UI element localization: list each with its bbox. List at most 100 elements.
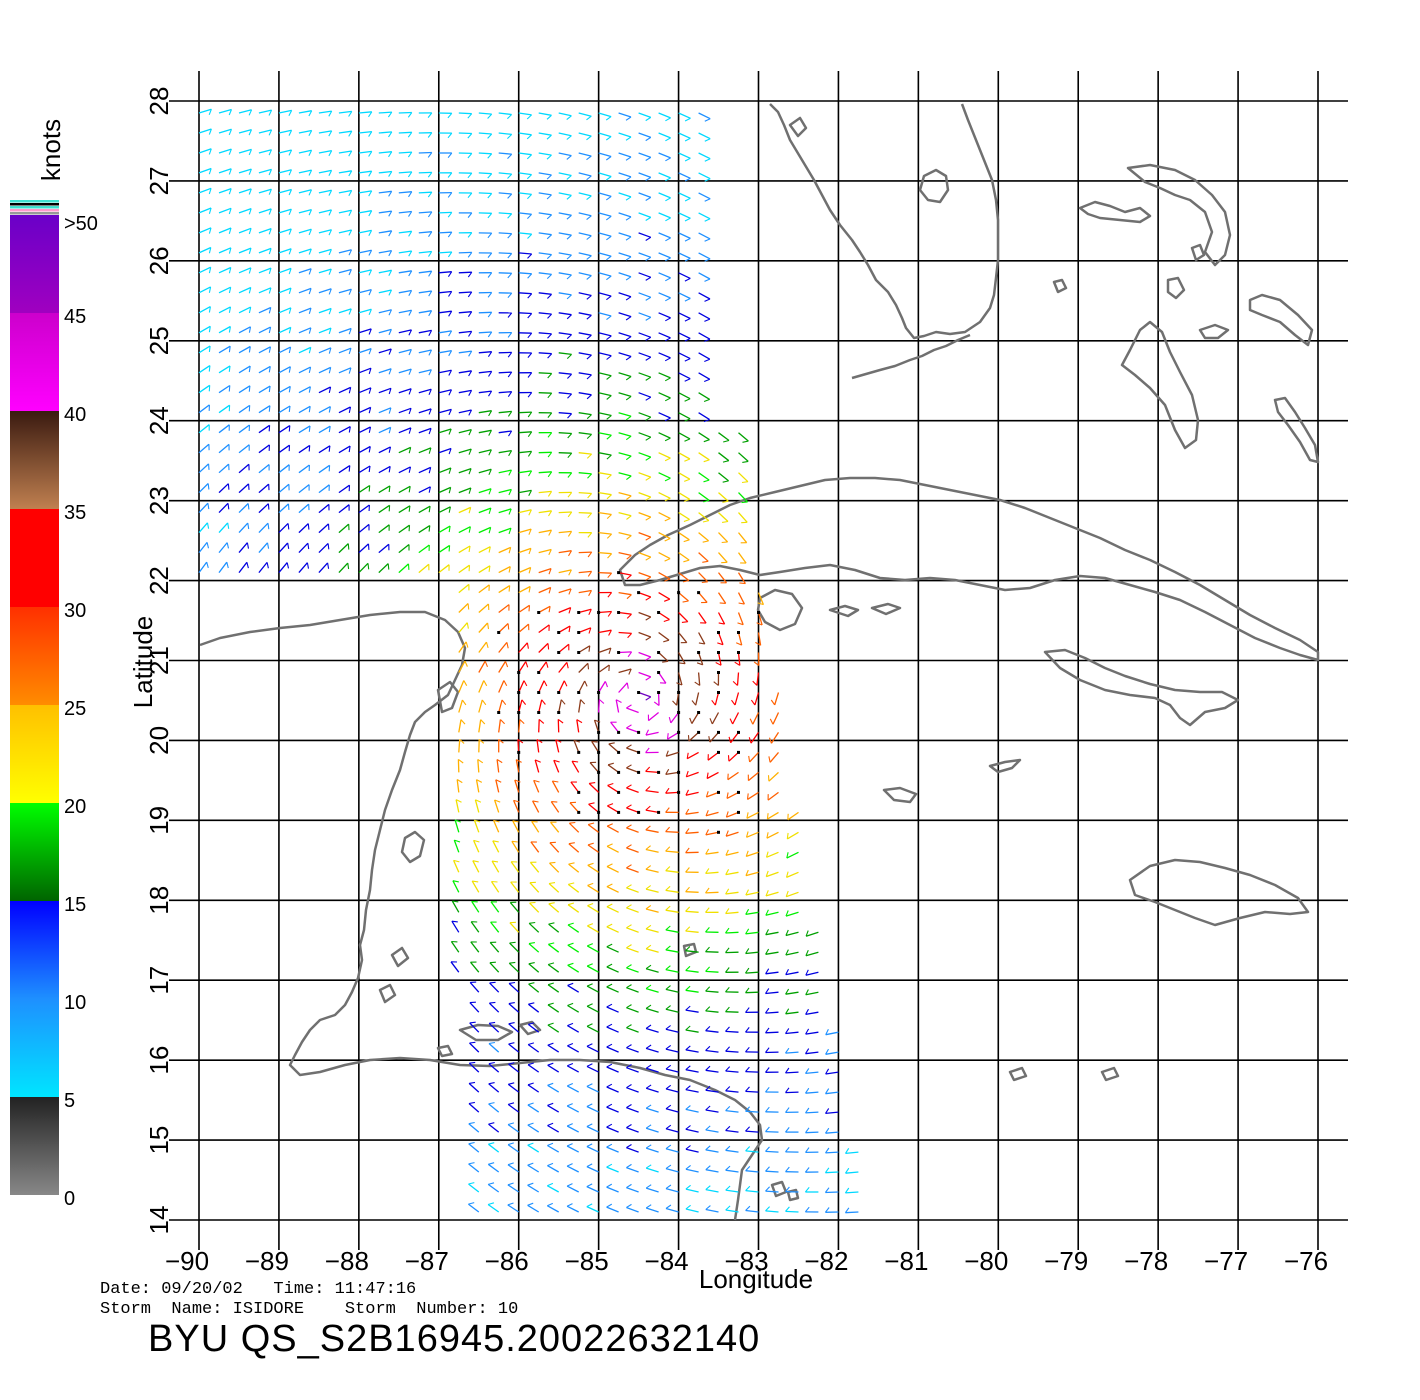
wind-barb-tick — [684, 458, 691, 462]
wind-barb-tick — [483, 680, 488, 687]
wind-barb-tick — [566, 194, 572, 200]
wind-barb-tick — [705, 1165, 711, 1171]
lon-tick-label: −87 — [405, 1246, 449, 1276]
wind-vector — [358, 170, 372, 174]
wind-vector — [338, 562, 349, 574]
wind-barb-tick — [691, 700, 697, 706]
wind-vector — [670, 712, 680, 724]
wind-vector — [745, 851, 759, 858]
wind-barb-tick — [368, 131, 373, 137]
wind-vector — [198, 246, 212, 254]
wind-barb-tick — [605, 156, 612, 161]
wind-vector — [538, 272, 552, 276]
wind-barb-tick — [547, 392, 553, 399]
wind-barb-tick — [509, 941, 516, 944]
wind-barb-tick — [625, 336, 632, 341]
wind-vector — [451, 900, 460, 913]
wind-vector — [658, 252, 671, 259]
wind-vector — [438, 369, 452, 374]
wind-barb-tick — [750, 699, 756, 706]
wind-vector — [218, 561, 228, 573]
wind-vector — [772, 712, 780, 725]
wind-barb-tick — [308, 248, 312, 255]
wind-barb-tick — [567, 393, 572, 399]
wind-barb-tick — [625, 116, 632, 121]
wind-vector — [558, 661, 568, 673]
wind-barb-tick — [665, 1144, 672, 1150]
wind-barb-tick — [785, 988, 790, 995]
wind-barb-tick — [548, 606, 551, 613]
wind-vector — [568, 843, 580, 853]
wind-vector — [538, 605, 551, 614]
wind-barb-tick — [501, 699, 507, 706]
wind-barb-tick — [645, 805, 651, 811]
wind-vector — [538, 586, 551, 594]
rain-flag — [557, 711, 561, 714]
wind-barb-tick — [368, 387, 372, 394]
wind-vector — [318, 406, 331, 414]
wind-barb-tick — [705, 1105, 711, 1111]
wind-barb-tick — [288, 228, 292, 235]
wind-barb-tick — [447, 132, 453, 139]
wind-barb-tick — [492, 860, 499, 863]
wind-barb-tick — [487, 252, 493, 258]
wind-barb-tick — [546, 134, 552, 140]
wind-barb-tick — [246, 542, 250, 549]
wind-barb-tick — [248, 208, 252, 215]
wind-vector — [458, 112, 472, 115]
wind-barb-tick — [824, 1187, 830, 1193]
wind-barb-tick — [489, 981, 496, 984]
wind-barb-tick — [508, 508, 512, 515]
wind-barb-tick — [664, 578, 671, 582]
wind-vector — [638, 152, 652, 159]
wind-barb-tick — [228, 306, 232, 313]
wind-barb-tick — [268, 326, 272, 334]
wind-barb-tick — [448, 428, 452, 435]
wind-barb-tick — [328, 426, 331, 433]
lat-tick-label: 22 — [144, 566, 174, 595]
wind-barb-tick — [548, 942, 555, 945]
wind-barb-tick — [368, 190, 373, 197]
wind-vector — [618, 332, 632, 338]
wind-barb-tick — [527, 1082, 534, 1086]
wind-barb-tick — [368, 446, 371, 453]
wind-vector — [318, 523, 329, 534]
wind-barb-tick — [488, 527, 492, 534]
wind-barb-tick — [665, 965, 671, 971]
wind-barb-tick — [328, 347, 332, 354]
wind-vector — [765, 911, 779, 916]
wind-vector — [358, 269, 372, 274]
wind-barb-tick — [591, 740, 598, 743]
wind-barb-tick — [625, 376, 632, 381]
wind-barb-tick — [607, 782, 614, 786]
wind-vector — [586, 1125, 599, 1133]
wind-vector — [218, 286, 231, 294]
wind-barb-tick — [645, 296, 652, 301]
wind-barb-tick — [625, 156, 632, 161]
wind-barb-tick — [765, 1047, 770, 1053]
wind-vector — [358, 328, 372, 334]
wind-vector — [685, 1049, 699, 1053]
wind-barb-tick — [566, 1123, 573, 1127]
wind-barb-tick — [288, 386, 291, 393]
wind-vector — [685, 1128, 699, 1133]
wind-vector — [418, 408, 432, 414]
wind-vector — [658, 592, 671, 600]
wind-barb-tick — [507, 213, 513, 219]
wind-barb-tick — [348, 190, 353, 197]
wind-barb-tick — [508, 1102, 515, 1105]
bahamas-small-3 — [1190, 243, 1206, 262]
wind-barb-tick — [663, 619, 670, 623]
wind-vector — [398, 485, 411, 494]
wind-vector — [507, 1083, 520, 1093]
wind-vector — [338, 347, 352, 354]
wind-barb-tick — [248, 149, 253, 156]
rain-flag — [577, 810, 581, 814]
wind-barb-tick — [625, 256, 632, 261]
wind-barb-tick — [566, 294, 572, 300]
wind-barb-tick — [487, 133, 493, 139]
wind-vector — [378, 524, 390, 534]
wind-vector — [698, 572, 709, 583]
wind-barb-tick — [607, 762, 614, 766]
wind-vector — [626, 707, 639, 714]
